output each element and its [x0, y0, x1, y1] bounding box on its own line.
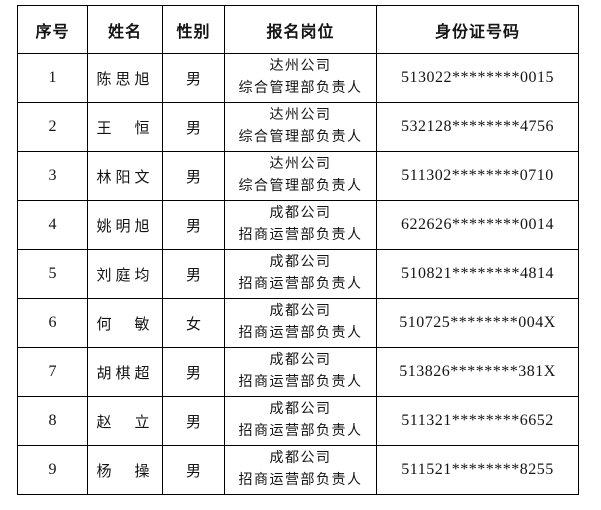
cell-name: 陈思旭 [87, 53, 163, 103]
cell-gender: 男 [162, 102, 225, 152]
cell-id-number: 513826********381X [376, 347, 579, 397]
cell-position: 成都公司 招商运营部负责人 [224, 347, 377, 397]
position-company: 达州公司 [269, 157, 332, 172]
table-row: 4 姚明旭 男 成都公司 招商运营部负责人 622626********0014 [17, 200, 579, 250]
table-row: 7 胡棋超 男 成都公司 招商运营部负责人 513826********381X [17, 347, 579, 397]
table-header-row: 序号 姓名 性别 报名岗位 身份证号码 [17, 5, 579, 54]
header-name: 姓名 [87, 5, 163, 54]
cell-id-number: 511321********6652 [376, 396, 579, 446]
cell-gender: 女 [162, 298, 225, 348]
table-row: 5 刘庭均 男 成都公司 招商运营部负责人 510821********4814 [17, 249, 579, 299]
cell-position: 成都公司 招商运营部负责人 [224, 249, 377, 299]
cell-position: 达州公司 综合管理部负责人 [224, 53, 377, 103]
position-role: 招商运营部负责人 [238, 375, 363, 390]
header-position: 报名岗位 [224, 5, 377, 54]
cell-name: 胡棋超 [87, 347, 163, 397]
position-company: 达州公司 [269, 108, 332, 123]
cell-no: 4 [17, 200, 88, 250]
cell-id-number: 532128********4756 [376, 102, 579, 152]
position-company: 达州公司 [269, 59, 332, 74]
cell-name: 刘庭均 [87, 249, 163, 299]
cell-id-number: 511302********0710 [376, 151, 579, 201]
cell-name: 林阳文 [87, 151, 163, 201]
position-role: 招商运营部负责人 [238, 473, 363, 488]
cell-no: 2 [17, 102, 88, 152]
cell-no: 6 [17, 298, 88, 348]
position-role: 招商运营部负责人 [238, 326, 363, 341]
cell-no: 5 [17, 249, 88, 299]
cell-id-number: 511521********8255 [376, 445, 579, 495]
cell-id-number: 622626********0014 [376, 200, 579, 250]
position-company: 成都公司 [269, 402, 332, 417]
table-row: 2 王 恒 男 达州公司 综合管理部负责人 532128********4756 [17, 102, 579, 152]
cell-position: 达州公司 综合管理部负责人 [224, 102, 377, 152]
document-sheet: 序号 姓名 性别 报名岗位 身份证号码 1 陈思旭 男 达州公司 综合管理部负责… [17, 5, 579, 495]
cell-name: 赵 立 [87, 396, 163, 446]
header-id-number: 身份证号码 [376, 5, 579, 54]
cell-gender: 男 [162, 249, 225, 299]
position-role: 综合管理部负责人 [238, 81, 363, 96]
position-company: 成都公司 [269, 451, 332, 466]
position-company: 成都公司 [269, 304, 332, 319]
position-company: 成都公司 [269, 206, 332, 221]
cell-no: 7 [17, 347, 88, 397]
table-row: 6 何 敏 女 成都公司 招商运营部负责人 510725********004X [17, 298, 579, 348]
table-row: 8 赵 立 男 成都公司 招商运营部负责人 511321********6652 [17, 396, 579, 446]
cell-id-number: 513022********0015 [376, 53, 579, 103]
position-role: 招商运营部负责人 [238, 228, 363, 243]
cell-no: 3 [17, 151, 88, 201]
position-role: 招商运营部负责人 [238, 277, 363, 292]
cell-gender: 男 [162, 445, 225, 495]
position-role: 综合管理部负责人 [238, 179, 363, 194]
header-gender: 性别 [162, 5, 225, 54]
header-no: 序号 [17, 5, 88, 54]
cell-position: 达州公司 综合管理部负责人 [224, 151, 377, 201]
cell-gender: 男 [162, 396, 225, 446]
cell-position: 成都公司 招商运营部负责人 [224, 445, 377, 495]
table-row: 1 陈思旭 男 达州公司 综合管理部负责人 513022********0015 [17, 53, 579, 103]
cell-id-number: 510725********004X [376, 298, 579, 348]
position-company: 成都公司 [269, 353, 332, 368]
applicant-table: 序号 姓名 性别 报名岗位 身份证号码 1 陈思旭 男 达州公司 综合管理部负责… [17, 5, 579, 495]
cell-name: 杨 操 [87, 445, 163, 495]
cell-gender: 男 [162, 347, 225, 397]
cell-gender: 男 [162, 200, 225, 250]
position-company: 成都公司 [269, 255, 332, 270]
cell-no: 9 [17, 445, 88, 495]
cell-name: 王 恒 [87, 102, 163, 152]
cell-gender: 男 [162, 53, 225, 103]
cell-position: 成都公司 招商运营部负责人 [224, 298, 377, 348]
cell-position: 成都公司 招商运营部负责人 [224, 200, 377, 250]
cell-position: 成都公司 招商运营部负责人 [224, 396, 377, 446]
position-role: 综合管理部负责人 [238, 130, 363, 145]
position-role: 招商运营部负责人 [238, 424, 363, 439]
table-row: 3 林阳文 男 达州公司 综合管理部负责人 511302********0710 [17, 151, 579, 201]
cell-no: 1 [17, 53, 88, 103]
cell-name: 姚明旭 [87, 200, 163, 250]
cell-no: 8 [17, 396, 88, 446]
table-row: 9 杨 操 男 成都公司 招商运营部负责人 511521********8255 [17, 445, 579, 495]
cell-id-number: 510821********4814 [376, 249, 579, 299]
cell-name: 何 敏 [87, 298, 163, 348]
cell-gender: 男 [162, 151, 225, 201]
